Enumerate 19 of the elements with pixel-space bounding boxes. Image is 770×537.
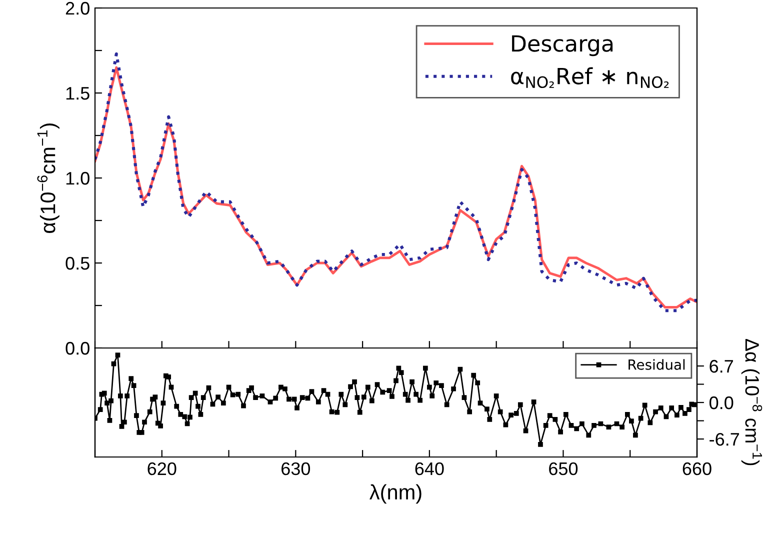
y2-tick-label: 6.7 <box>710 360 733 373</box>
y-tick-label: 1.0 <box>66 172 90 185</box>
y-tick-label: 0.0 <box>66 342 90 355</box>
legend-label: Descarga <box>512 35 613 56</box>
x-tick-label: 640 <box>415 462 444 476</box>
x-axis-title: λ(nm) <box>370 484 422 504</box>
y2-tick-label: 0.0 <box>710 396 734 410</box>
y2-axis-title: Δα (10$^{−8}$ cm$^{−1}$) <box>741 339 762 466</box>
legend-label: α$_{NO₂}$Ref ∗ n$_{NO₂}$ <box>511 67 669 88</box>
y-tick-label: 1.5 <box>66 87 90 100</box>
y-axis-title: α(10$^{−6}$cm$^{−1}$) <box>37 124 60 233</box>
x-tick-label: 630 <box>282 462 310 476</box>
x-tick-label: 660 <box>682 462 712 476</box>
y-tick-label: 0.5 <box>66 256 90 270</box>
y2-tick-label: -6.7 <box>710 432 740 446</box>
x-tick-label: 620 <box>148 462 176 476</box>
x-tick-label: 650 <box>549 462 578 476</box>
legend-label: Residual <box>628 359 685 370</box>
y-tick-label: 2.0 <box>66 2 90 15</box>
